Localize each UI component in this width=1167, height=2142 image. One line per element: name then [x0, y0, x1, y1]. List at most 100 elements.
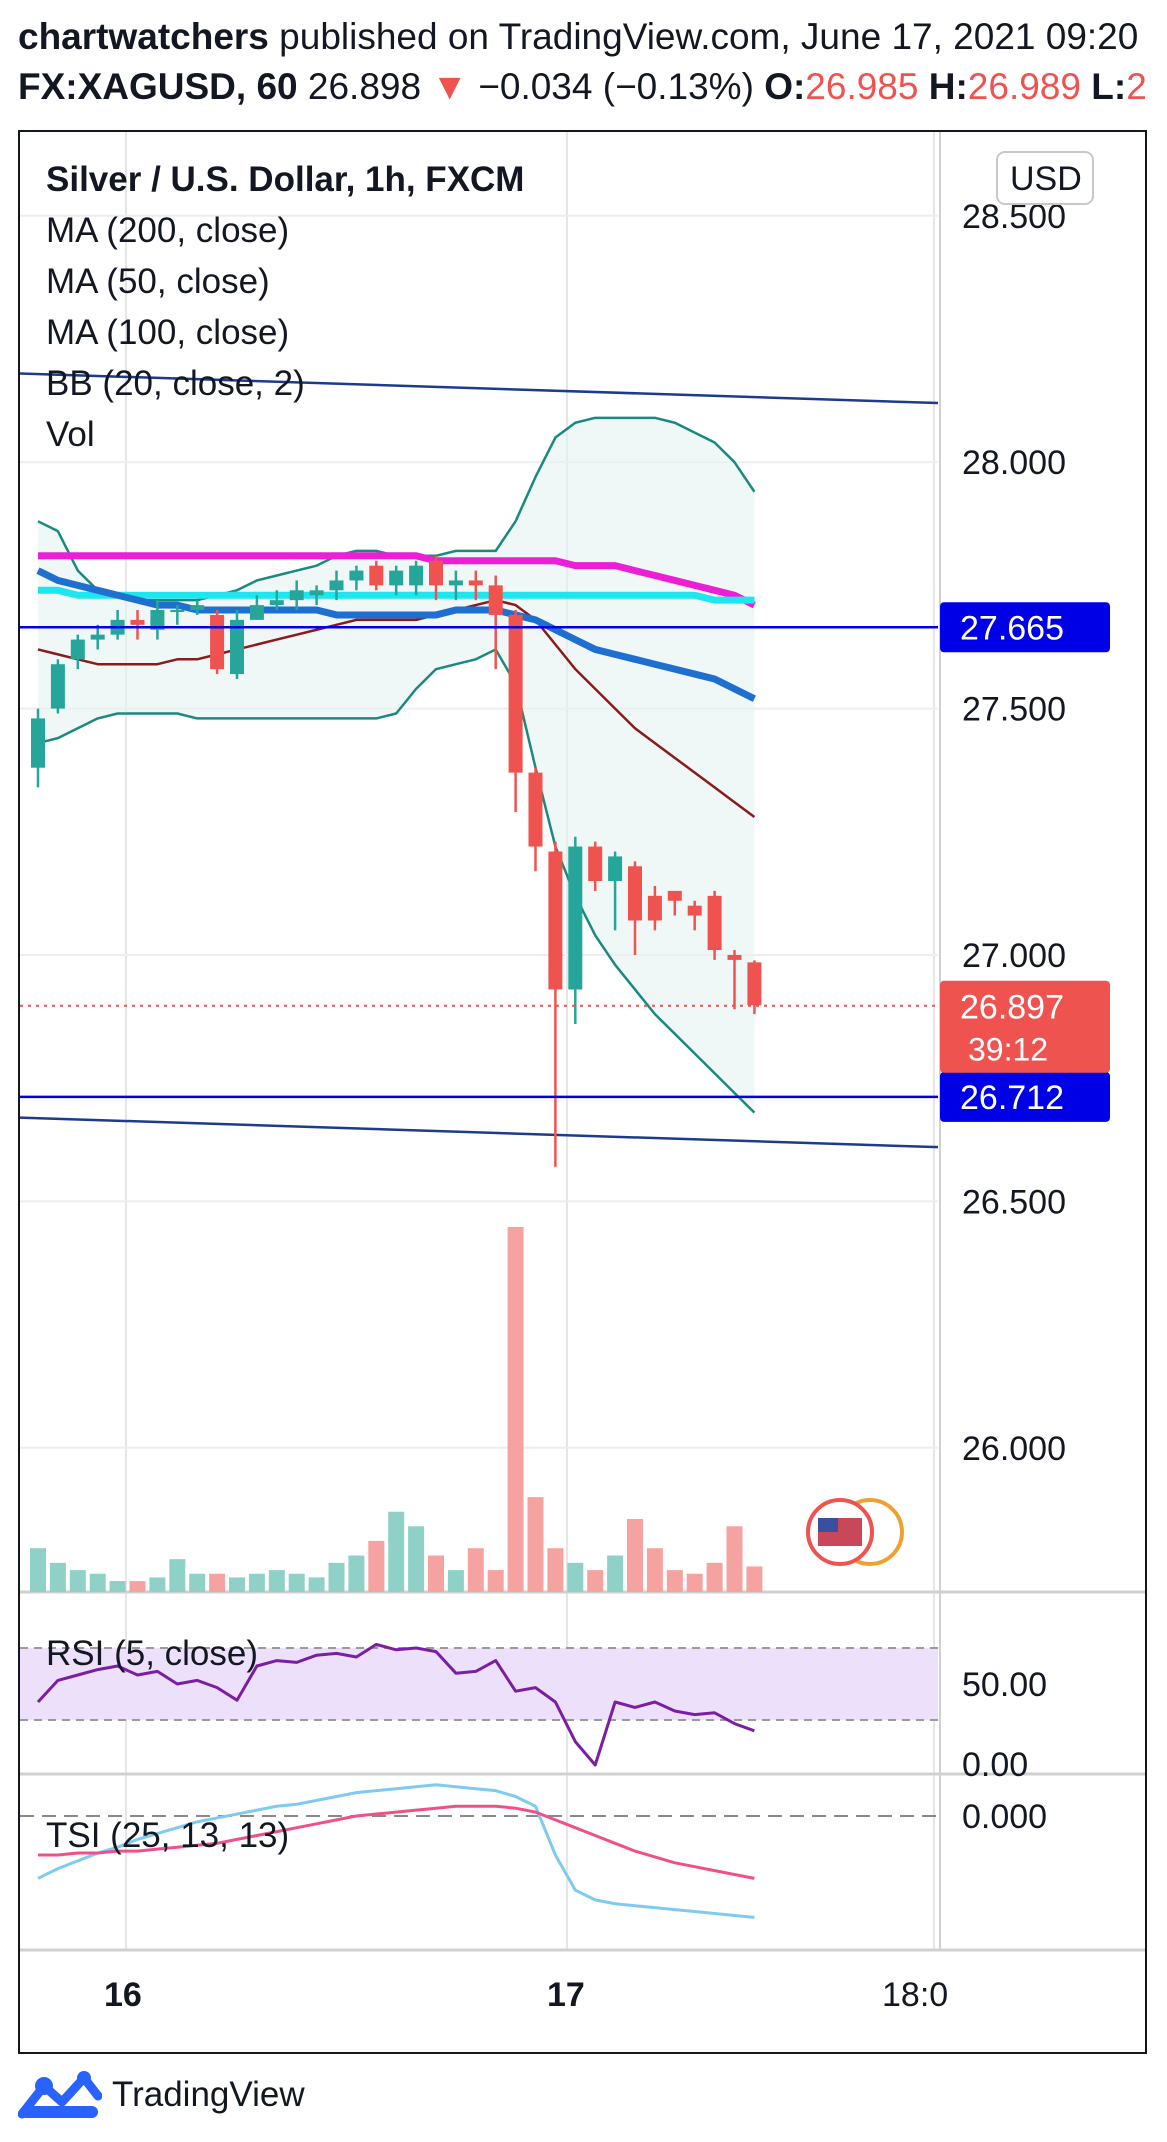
- footer-brand[interactable]: TradingView: [112, 2075, 305, 2114]
- volume-bar: [447, 1570, 464, 1592]
- ma200-line: [38, 552, 756, 609]
- price-tick-label: 27.500: [962, 691, 1066, 729]
- candle-body: [647, 895, 662, 921]
- level-label-blue: 27.665: [960, 609, 1064, 647]
- legend-ma200: MA (200, close): [46, 211, 290, 250]
- legend-title: Silver / U.S. Dollar, 1h, FXCM: [46, 160, 525, 199]
- candle-body: [190, 605, 205, 611]
- candle-body: [249, 605, 264, 620]
- candle-body: [548, 851, 563, 990]
- candle-body: [289, 590, 304, 601]
- volume-bar: [209, 1573, 226, 1592]
- currency-button: [996, 151, 1094, 205]
- candle-body: [667, 890, 682, 901]
- rsi-tick-label: 0.00: [962, 1746, 1028, 1784]
- volume-bar: [368, 1540, 385, 1592]
- volume-bar: [109, 1581, 126, 1592]
- low-label: L:: [1091, 66, 1127, 107]
- price-change: −0.034 (−0.13%): [478, 66, 754, 107]
- candle-body: [389, 570, 404, 586]
- volume-bar: [746, 1566, 763, 1592]
- current-price-tag-bg: [940, 980, 1110, 1073]
- volume-bar: [666, 1570, 683, 1592]
- currency-button-label: USD: [1010, 160, 1082, 198]
- open-label: O:: [764, 66, 806, 107]
- high-value: 26.989: [967, 66, 1081, 107]
- tradingview-logo-icon[interactable]: [18, 2070, 102, 2120]
- candle-body: [329, 580, 344, 591]
- channel-upper-line: [20, 372, 939, 405]
- level-label-blue: 26.712: [960, 1079, 1064, 1117]
- candle-body: [687, 905, 702, 916]
- footer: TradingView: [18, 2065, 305, 2125]
- last-price: 26.898: [307, 66, 422, 107]
- candle-body: [628, 866, 642, 921]
- volume-bar: [169, 1559, 186, 1592]
- volume-bar: [507, 1227, 524, 1592]
- legend-ma100: MA (100, close): [46, 313, 290, 352]
- legend-tsi: TSI (25, 13, 13): [46, 1816, 290, 1855]
- volume-bar: [567, 1562, 584, 1592]
- legend-vol: Vol: [46, 415, 95, 454]
- candle-body: [70, 639, 85, 660]
- legend-ma50: MA (50, close): [46, 262, 270, 301]
- candle-body: [488, 585, 503, 615]
- volume-bar: [587, 1570, 604, 1592]
- volume-bar: [229, 1577, 245, 1592]
- tsi-line: [37, 1783, 755, 1919]
- time-tick-label: 18:0: [882, 1976, 948, 2014]
- volume-bar: [467, 1548, 484, 1592]
- candle-body: [50, 664, 65, 709]
- rsi-line: [36, 1642, 755, 1767]
- level-label-blue-bg: [940, 1071, 1110, 1122]
- volume-bar: [646, 1548, 663, 1592]
- volume-bar: [627, 1519, 643, 1592]
- bb-basis-line: [37, 598, 756, 818]
- open-value: 26.985: [805, 66, 919, 107]
- legend-bb: BB (20, close, 2): [46, 364, 305, 403]
- bar-countdown-label: 39:12: [968, 1032, 1048, 1068]
- volume-bar: [30, 1548, 46, 1592]
- rsi-tick-label: 50.00: [962, 1666, 1047, 1704]
- symbol-label: FX:XAGUSD, 60: [18, 66, 298, 107]
- bb-lower-line: [37, 648, 756, 1114]
- volume-bar: [547, 1548, 564, 1592]
- time-tick-label: 16: [104, 1976, 142, 2014]
- chart-canvas[interactable]: 26.00026.50027.00027.50028.00028.50028.9…: [20, 132, 1147, 2054]
- ohlc-line: FX:XAGUSD, 60 26.898 ▼ −0.034 (−0.13%) O…: [18, 66, 1147, 108]
- candle-body: [31, 718, 45, 768]
- volume-bar: [189, 1573, 206, 1592]
- chart-frame[interactable]: 26.00026.50027.00027.50028.00028.50028.9…: [18, 130, 1147, 2054]
- candle-body: [448, 580, 463, 586]
- candle-body: [130, 619, 145, 625]
- publish-info: published on TradingView.com, June 17, 2…: [279, 16, 1139, 57]
- candle-body: [90, 634, 105, 640]
- tsi-tick-label: 0.000: [962, 1798, 1047, 1836]
- down-arrow-icon: ▼: [431, 66, 468, 107]
- candle-body: [269, 600, 284, 606]
- volume-bar: [706, 1562, 723, 1592]
- author-name[interactable]: chartwatchers: [18, 16, 269, 57]
- candle-body: [170, 610, 185, 613]
- candle-body: [727, 954, 742, 960]
- candle-body: [409, 565, 424, 586]
- volume-bar: [248, 1573, 265, 1592]
- publish-line: chartwatchers published on TradingView.c…: [18, 16, 1138, 58]
- rsi-band-fill: [20, 1648, 938, 1720]
- candle-body: [210, 614, 225, 670]
- volume-bar: [686, 1573, 703, 1592]
- volume-bar: [726, 1526, 743, 1592]
- candle-body: [508, 614, 523, 773]
- candle-body: [429, 560, 443, 586]
- volume-bar: [388, 1511, 405, 1592]
- volume-bar: [428, 1555, 444, 1592]
- volume-bar: [69, 1570, 86, 1592]
- current-price-label: 26.897: [960, 989, 1064, 1027]
- candle-body: [568, 846, 583, 990]
- price-tick-label: 28.000: [962, 444, 1066, 482]
- volume-bar: [328, 1562, 345, 1592]
- low-value: 2: [1126, 66, 1147, 107]
- candle-body: [707, 895, 722, 951]
- volume-bar: [408, 1526, 425, 1592]
- price-tick-label: 26.500: [962, 1183, 1066, 1221]
